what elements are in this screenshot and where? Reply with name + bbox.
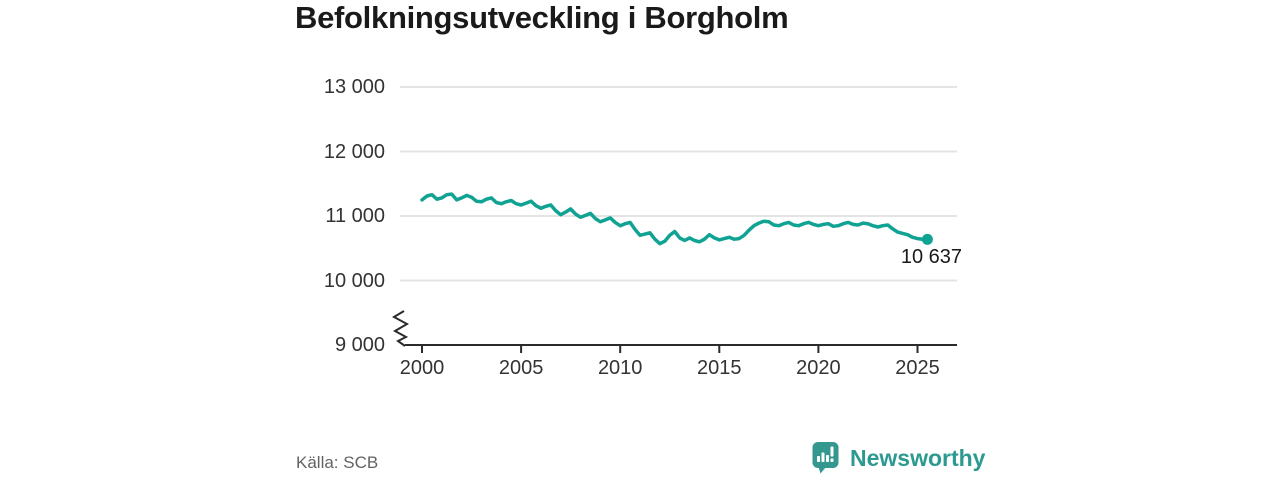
axis-break-icon	[391, 310, 410, 347]
population-line-series	[420, 192, 930, 246]
x-tick-label: 2015	[697, 357, 742, 379]
x-tick-label: 2005	[498, 357, 544, 379]
y-tick-label: 10 000	[323, 269, 385, 292]
brand-logo: Newsworthy	[812, 441, 985, 474]
x-tick-label: 2020	[796, 357, 841, 379]
end-value-label: 10 637	[900, 246, 962, 269]
x-tick-label: 2025	[895, 357, 940, 379]
newsworthy-bubble-chart-icon	[812, 442, 839, 474]
chart-title: Befolkningsutveckling i Borgholm	[295, 0, 789, 35]
x-tick-label: 2010	[597, 357, 643, 379]
brand-name: Newsworthy	[850, 445, 986, 471]
series-end-point-marker	[921, 233, 933, 245]
source-note: Källa: SCB	[296, 453, 379, 472]
y-tick-label: 11 000	[325, 205, 385, 227]
gridlines	[400, 86, 957, 282]
y-tick-label: 9 000	[334, 334, 385, 356]
y-tick-label: 12 000	[323, 140, 385, 163]
x-tick-label: 2000	[399, 357, 445, 379]
x-axis-ticks	[421, 346, 919, 353]
y-tick-label: 13 000	[323, 76, 385, 98]
